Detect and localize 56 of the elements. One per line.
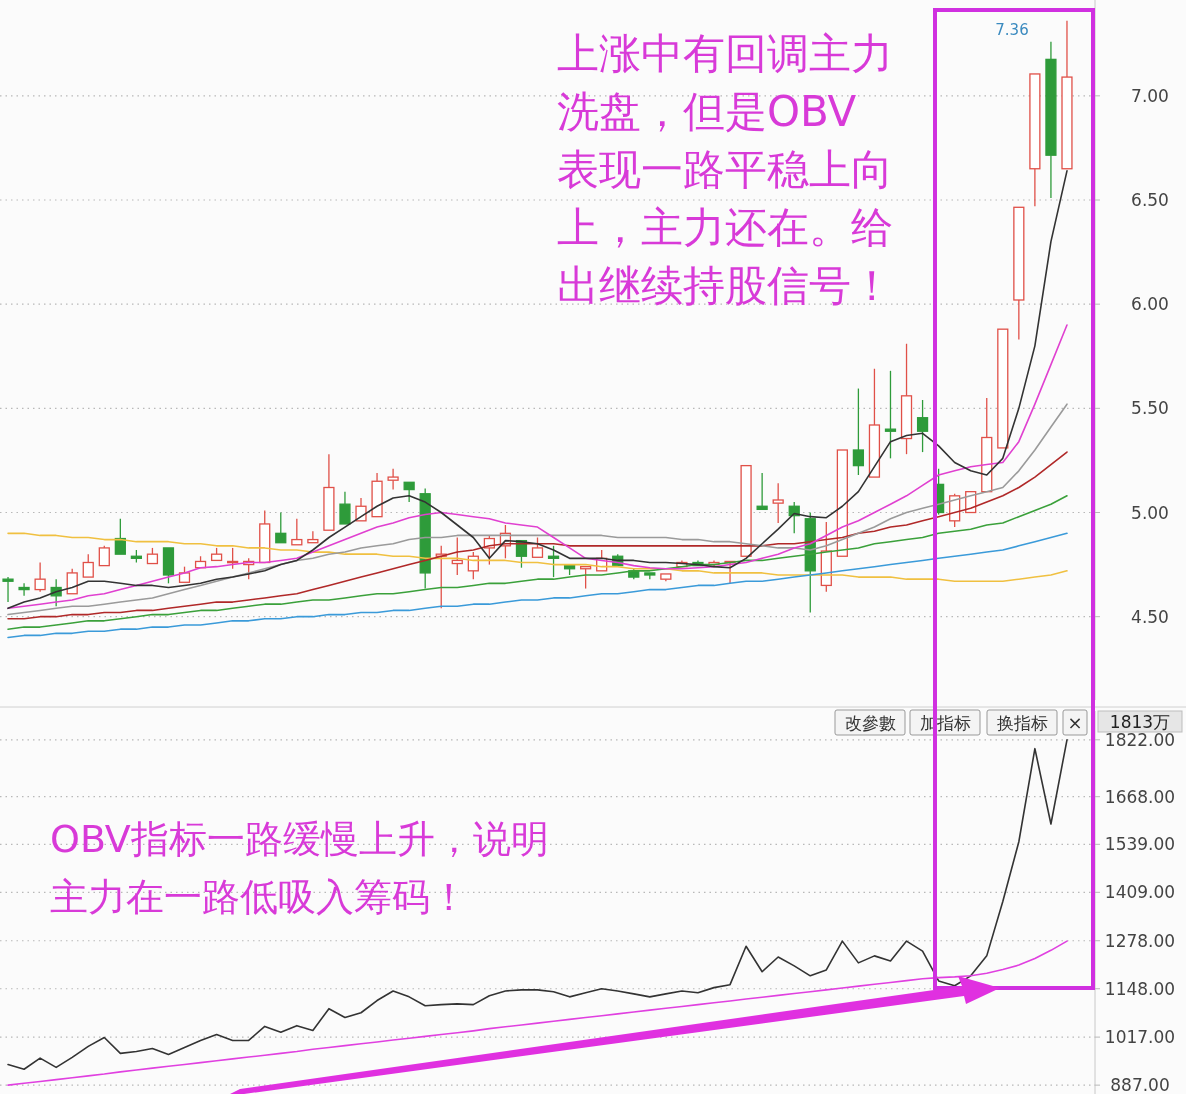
line-series: [7, 324, 1068, 610]
line-series: [7, 532, 1068, 639]
candlestick: [740, 464, 752, 557]
y-tick-label: 4.50: [1131, 606, 1169, 627]
y-tick-label: 887.00: [1110, 1075, 1170, 1094]
line-series: [7, 532, 1068, 583]
candlestick: [868, 368, 881, 478]
annotation: 上，主力还在。给: [557, 203, 893, 252]
annotation: ×: [1067, 712, 1083, 733]
candlestick: [339, 491, 351, 525]
annotation: 出继续持股信号！: [557, 261, 893, 310]
annotation: 改參數: [844, 713, 896, 733]
candlestick: [403, 481, 415, 503]
annotation: 7.36: [995, 21, 1029, 39]
candlestick: [307, 530, 319, 544]
annotation: 换指标: [996, 713, 1048, 733]
y-tick-label: 1278.00: [1104, 930, 1176, 951]
y-tick-label: 1668.00: [1104, 786, 1176, 807]
y-tick-label: 1539.00: [1104, 834, 1176, 855]
candlestick: [1061, 20, 1073, 170]
y-tick-label: 5.00: [1131, 502, 1169, 523]
candlestick: [1029, 73, 1041, 207]
y-tick-label: 1017.00: [1104, 1027, 1176, 1048]
candlestick: [997, 328, 1009, 449]
candlestick: [387, 468, 399, 491]
line-series: [7, 739, 1068, 1071]
text: 1813万: [1109, 712, 1171, 732]
candlestick: [1013, 206, 1025, 341]
candlestick: [371, 472, 383, 518]
line-series: [7, 495, 1068, 630]
annotation: 洗盘，但是OBV: [557, 87, 857, 136]
candlestick: [836, 449, 848, 557]
y-tick-label: 7.00: [1131, 85, 1169, 106]
candlestick: [18, 582, 30, 597]
y-tick-label: 1148.00: [1104, 978, 1176, 999]
candlestick: [1045, 41, 1057, 199]
annotation: OBV指标一路缓慢上升，说明: [50, 817, 549, 861]
candlestick: [884, 370, 897, 459]
annotation: 主力在一路低吸入筹码！: [50, 875, 468, 919]
candlestick: [2, 576, 14, 603]
candlestick: [34, 561, 46, 593]
y-tick-label: 1409.00: [1104, 882, 1176, 903]
candlestick: [323, 453, 335, 531]
y-tick-label: 6.00: [1131, 294, 1169, 315]
line-series: [7, 451, 1068, 620]
line-series: [7, 940, 1068, 1086]
annotation: 表现一路平稳上向: [557, 145, 893, 194]
candlestick: [580, 566, 592, 590]
annotation: 上涨中有回调主力: [557, 29, 893, 78]
y-tick-label: 6.50: [1131, 190, 1169, 210]
candlestick: [114, 518, 126, 555]
candlestick: [756, 472, 768, 511]
y-tick-label: 5.50: [1131, 398, 1169, 419]
line-series: [7, 403, 1068, 616]
candlestick: [275, 511, 287, 544]
candlestick: [291, 518, 303, 546]
